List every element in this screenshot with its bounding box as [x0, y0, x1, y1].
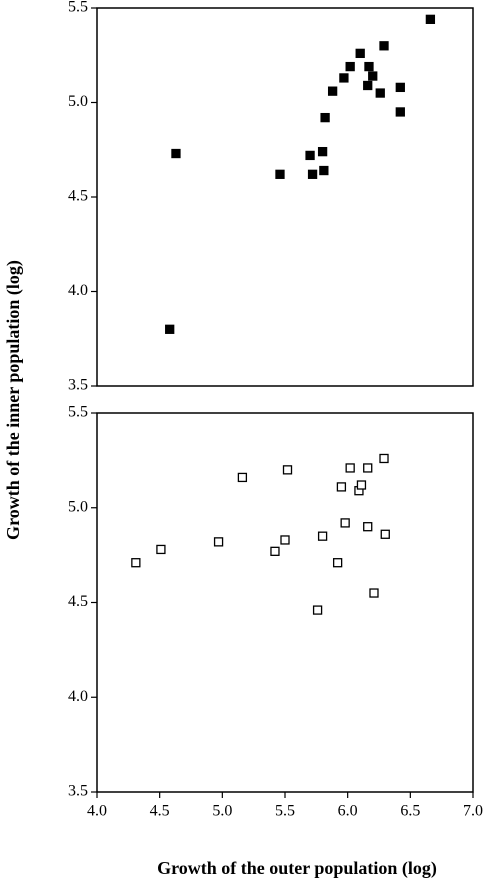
point: [282, 465, 293, 475]
point: [156, 544, 166, 555]
y-axis-label: Growth of the inner population (log): [3, 260, 24, 540]
point: [336, 482, 347, 492]
point: [355, 48, 365, 59]
y-tick-label: 5.0: [68, 498, 88, 515]
point: [327, 86, 338, 96]
y-tick-label: 5.5: [68, 0, 88, 16]
y-tick-label: 4.0: [68, 282, 88, 299]
point: [375, 88, 385, 98]
point: [165, 324, 175, 334]
point: [345, 61, 355, 72]
point: [380, 529, 390, 539]
point: [319, 165, 329, 176]
point: [363, 80, 373, 91]
y-tick-label: 4.5: [68, 593, 88, 610]
point: [363, 463, 373, 473]
point: [364, 61, 374, 72]
point: [171, 148, 181, 159]
point: [332, 558, 343, 568]
point: [395, 82, 405, 93]
point: [312, 605, 323, 615]
point: [320, 112, 330, 123]
point: [237, 472, 248, 483]
x-tick-label: 5.0: [212, 803, 232, 820]
y-tick-label: 4.0: [68, 688, 88, 705]
y-tick-label: 3.5: [68, 377, 88, 394]
x-tick-label: 7.0: [463, 803, 483, 820]
y-tick-label: 5.5: [68, 404, 88, 421]
point: [275, 169, 285, 179]
plot-frame: [96, 7, 474, 387]
y-tick-label: 5.0: [68, 93, 88, 110]
point: [270, 546, 280, 556]
point: [345, 463, 355, 473]
point: [131, 558, 141, 568]
point: [317, 146, 328, 157]
y-tick-label: 3.5: [68, 783, 88, 800]
x-tick-label: 5.5: [275, 803, 295, 820]
point: [339, 73, 349, 83]
x-axis-label: Growth of the outer population (log): [157, 858, 437, 879]
point: [307, 169, 318, 179]
point: [368, 71, 378, 81]
x-tick-label: 4.0: [87, 803, 107, 820]
point: [379, 41, 389, 51]
x-tick-label: 6.0: [338, 803, 358, 820]
point: [305, 150, 315, 161]
point: [213, 537, 224, 547]
point: [363, 522, 373, 532]
point: [395, 107, 405, 117]
point: [317, 531, 328, 541]
point: [280, 535, 290, 545]
point: [369, 588, 379, 598]
point: [356, 480, 367, 490]
x-tick-label: 6.5: [400, 803, 420, 820]
point: [379, 453, 389, 464]
x-tick-label: 4.5: [150, 803, 170, 820]
point: [340, 518, 350, 528]
point: [425, 14, 436, 24]
y-tick-label: 4.5: [68, 188, 88, 205]
